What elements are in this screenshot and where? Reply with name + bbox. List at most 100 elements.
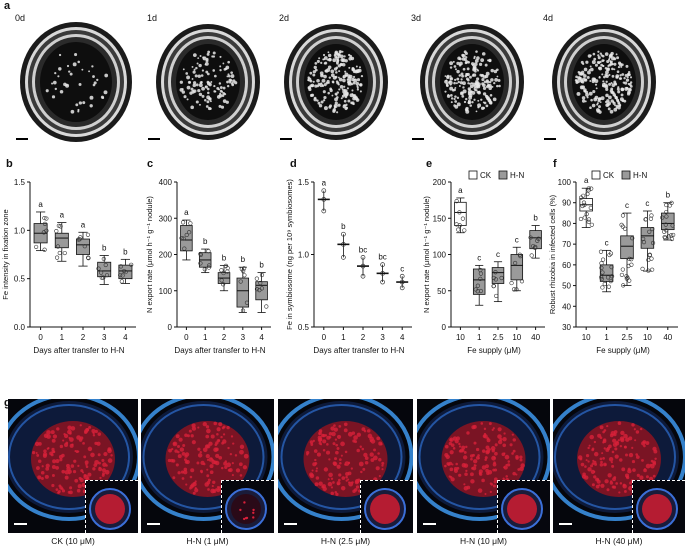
y-tick-label: 100 [433, 251, 447, 260]
data-point [647, 229, 652, 234]
data-point [219, 278, 224, 283]
data-point [34, 244, 39, 250]
x-tick-label: 3 [380, 333, 385, 342]
data-point [62, 250, 67, 256]
y-axis-label: Robust rhizobia in infected cells (%) [548, 194, 557, 314]
chart-d-fe-symbiosome: 0.5 1.0 1.5 0 1 2 3 4 Days after transfer to H-N… [285, 178, 412, 355]
data-point [220, 282, 226, 287]
data-point [494, 293, 499, 299]
data-point [629, 262, 634, 267]
significance-letter: b [123, 247, 128, 256]
data-point [620, 267, 625, 272]
data-point [184, 232, 189, 238]
data-point [241, 266, 247, 271]
scale-bar [148, 138, 160, 140]
significance-letter: b [533, 214, 538, 223]
data-point [491, 275, 496, 281]
data-point [640, 266, 645, 271]
significance-letter: b [259, 261, 264, 270]
data-point [42, 221, 48, 226]
data-point [86, 255, 91, 260]
x-tick-label: 40 [663, 333, 672, 342]
data-point [669, 236, 675, 242]
data-point [221, 270, 226, 276]
data-point [399, 285, 405, 291]
data-point [493, 270, 498, 275]
fluorescence-caption: H-N (1 μM) [186, 536, 229, 546]
data-point [581, 200, 587, 205]
data-point [399, 273, 405, 279]
y-tick-label: 90 [562, 199, 571, 208]
data-point [478, 271, 483, 276]
data-point [380, 279, 385, 285]
y-tick-label: 100 [159, 287, 173, 296]
scale-bar [544, 138, 556, 140]
significance-letter: b [102, 243, 107, 252]
scale-bar [412, 138, 424, 140]
y-tick-label: 150 [433, 214, 447, 223]
day-label: 3d [411, 13, 422, 23]
data-point [239, 267, 244, 272]
x-tick-label: 1 [477, 333, 482, 342]
data-point [56, 223, 61, 228]
panel-label-c: c [147, 158, 154, 170]
data-point [647, 252, 652, 257]
data-point [462, 228, 467, 233]
data-point [663, 235, 668, 240]
data-point [664, 228, 669, 233]
data-point [609, 265, 614, 270]
data-point [589, 222, 594, 227]
data-point [622, 226, 628, 231]
x-tick-label: 0 [322, 333, 327, 342]
data-point [460, 216, 465, 221]
data-point [600, 270, 605, 275]
data-point [600, 257, 606, 262]
chart-e-n-export-fe-supply: 0 50 100 150 200 10 1 2.5 10 40 Fe supply (μM) N ex… [422, 170, 545, 355]
data-point [321, 208, 327, 214]
data-point [104, 273, 110, 278]
panel-label-b: b [6, 158, 13, 170]
data-point [586, 217, 592, 222]
fluorescence-caption: H-N (10 μM) [460, 536, 507, 546]
data-point [181, 236, 186, 241]
y-axis-label: N export rate (μmol h⁻¹ g⁻¹ nodule) [422, 196, 431, 313]
inset-zoom [632, 480, 685, 533]
data-point [129, 262, 134, 267]
y-tick-label: 50 [562, 282, 571, 291]
data-point [666, 234, 671, 239]
data-point [198, 261, 203, 266]
inset-zoom [360, 480, 413, 533]
x-tick-label: 2 [361, 333, 366, 342]
x-tick-label: 2 [222, 333, 227, 342]
nodule-section-drawing [420, 24, 524, 140]
data-point [499, 275, 504, 281]
legend-swatch-hn [621, 170, 631, 180]
y-tick-label: 0.5 [298, 323, 310, 332]
data-point [188, 221, 193, 226]
data-point [599, 275, 604, 280]
significance-letter: a [81, 220, 86, 229]
box [510, 254, 524, 281]
data-point [643, 217, 648, 222]
data-point [54, 228, 59, 234]
data-point [119, 279, 124, 284]
y-tick-label: 1.0 [298, 251, 310, 260]
legend-swatch-ck [591, 170, 601, 180]
data-point [589, 186, 594, 191]
nodule-image-0d: 0d [10, 10, 138, 147]
data-point [519, 279, 525, 284]
x-tick-label: 40 [531, 333, 540, 342]
data-point [670, 223, 675, 228]
data-point [627, 278, 632, 283]
data-point [456, 227, 461, 232]
nodule-section-drawing [284, 24, 388, 140]
legend-swatch-hn [498, 170, 508, 180]
box [491, 267, 505, 284]
x-tick-label: 4 [400, 333, 405, 342]
data-point [536, 236, 541, 241]
data-point [585, 191, 590, 197]
data-point [206, 263, 212, 268]
data-point [44, 228, 49, 233]
nodule-section-drawing [552, 24, 656, 140]
significance-letter: a [60, 211, 65, 220]
